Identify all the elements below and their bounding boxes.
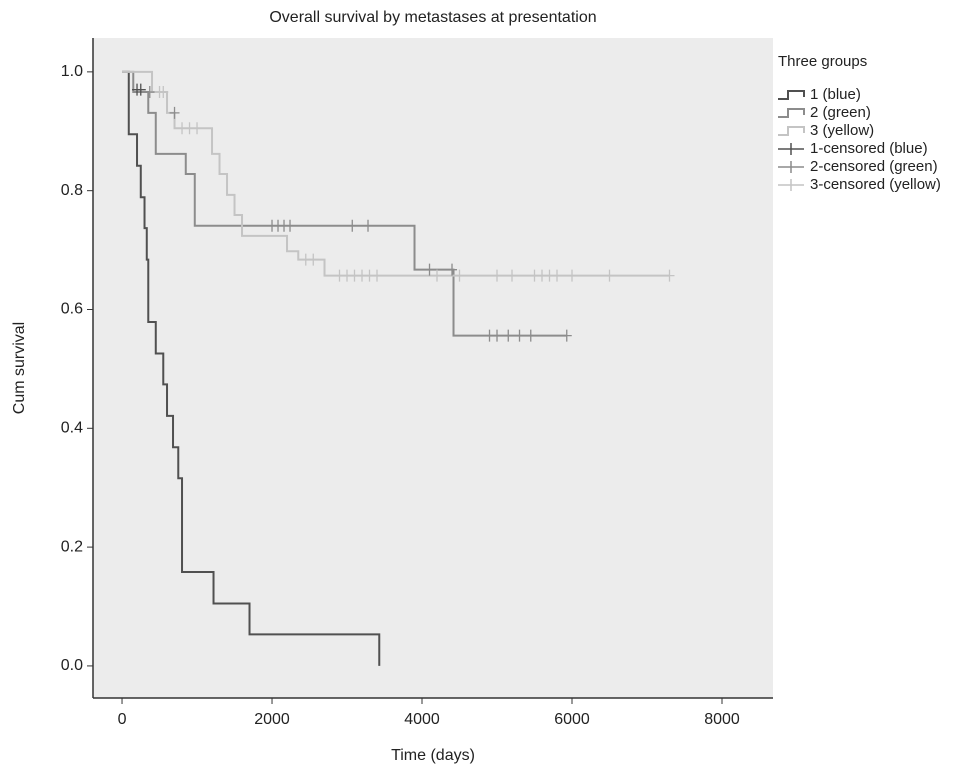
censor-mark	[158, 86, 169, 99]
censor-mark	[285, 219, 296, 232]
x-tick-label: 0	[118, 711, 127, 728]
x-tick-label: 6000	[554, 711, 590, 728]
censor-mark	[454, 269, 465, 282]
y-tick-label: 0.0	[61, 657, 83, 674]
censor-mark	[347, 219, 358, 232]
legend-label: 3-censored (yellow)	[810, 176, 941, 193]
legend-symbol	[778, 179, 804, 191]
censor-mark	[503, 329, 514, 342]
y-tick-label: 0.6	[61, 301, 83, 318]
censor-mark	[432, 269, 443, 282]
legend-label: 2-censored (green)	[810, 158, 938, 175]
legend-symbol	[778, 143, 804, 155]
legend-label: 3 (yellow)	[810, 122, 874, 139]
y-tick-label: 1.0	[61, 63, 83, 80]
y-tick-label: 0.4	[61, 420, 83, 437]
survival-line	[122, 70, 381, 666]
y-tick-label: 0.8	[61, 182, 83, 199]
legend-symbol	[778, 161, 804, 173]
x-tick-label: 8000	[704, 711, 740, 728]
y-axis-label: Cum survival	[11, 322, 28, 414]
legend-symbol	[778, 90, 805, 100]
censor-mark	[552, 269, 563, 282]
censor-mark	[308, 253, 319, 266]
censor-mark	[192, 122, 203, 135]
censor-mark	[492, 269, 503, 282]
x-tick-label: 4000	[404, 711, 440, 728]
censor-mark	[169, 106, 180, 119]
legend-title: Three groups	[778, 53, 867, 70]
censor-mark	[525, 329, 536, 342]
plot-background	[93, 38, 773, 698]
legend-label: 1-censored (blue)	[810, 140, 928, 157]
censor-mark	[372, 269, 383, 282]
censor-mark	[604, 269, 615, 282]
censor-mark	[561, 329, 572, 342]
censor-mark	[507, 269, 518, 282]
y-tick-label: 0.2	[61, 538, 83, 555]
censor-mark	[664, 269, 675, 282]
censor-mark	[144, 86, 155, 99]
chart-title: Overall survival by metastases at presen…	[269, 9, 596, 26]
censor-mark	[424, 263, 435, 276]
legend-label: 1 (blue)	[810, 86, 861, 103]
survival-line	[122, 70, 670, 277]
legend-symbol	[778, 108, 805, 118]
legend-symbol	[778, 126, 805, 136]
x-tick-label: 2000	[254, 711, 290, 728]
censor-mark	[492, 329, 503, 342]
x-axis-label: Time (days)	[391, 747, 475, 764]
censor-mark	[135, 83, 146, 96]
censor-mark	[447, 263, 458, 276]
censor-mark	[363, 219, 374, 232]
legend-label: 2 (green)	[810, 104, 871, 121]
censor-mark	[514, 329, 525, 342]
censor-mark	[567, 269, 578, 282]
